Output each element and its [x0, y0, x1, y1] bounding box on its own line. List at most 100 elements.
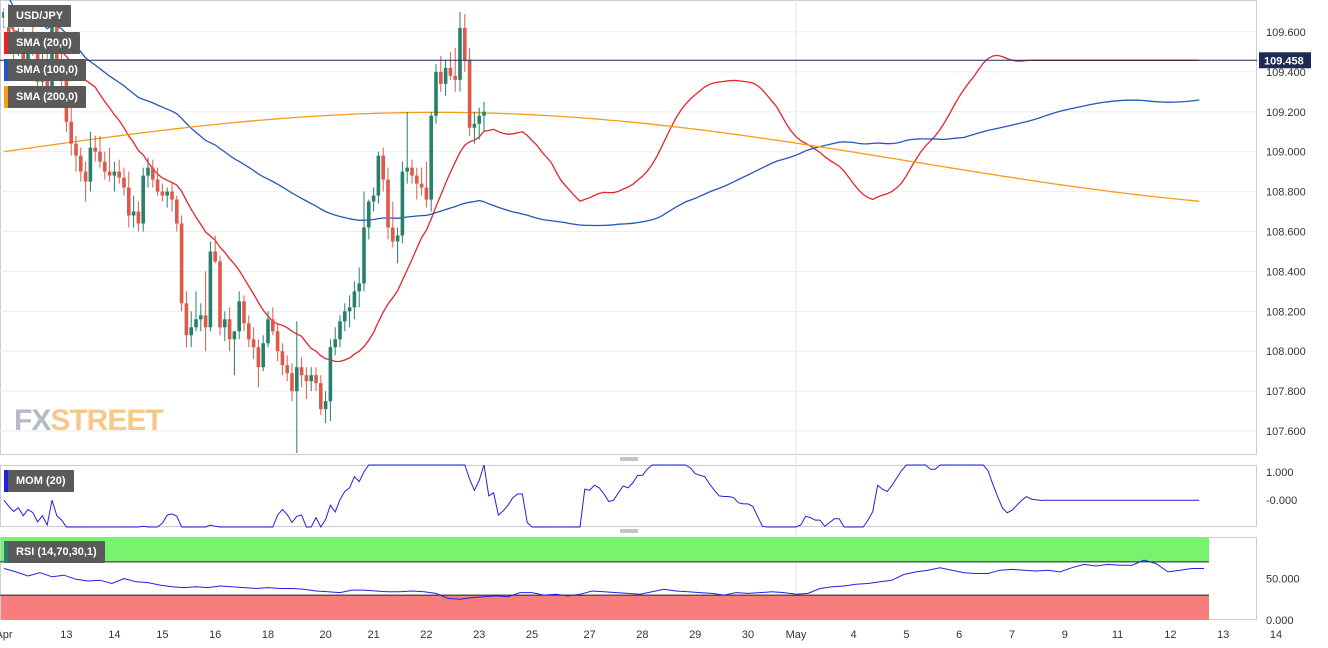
candle-body-76	[367, 201, 371, 228]
price-tick-label-6: 108.400	[1266, 266, 1306, 278]
x-tick-label-17: 5	[903, 629, 909, 641]
x-tick-label-4: 16	[209, 629, 221, 641]
x-tick-label-21: 11	[1112, 629, 1123, 641]
candle-body-49	[237, 301, 241, 332]
candle-body-69	[333, 339, 337, 348]
x-tick-label-22: 12	[1164, 629, 1176, 641]
sma20-line	[3, 11, 1200, 363]
price-tick-label-10: 107.600	[1266, 426, 1306, 438]
candle-body-43	[208, 251, 213, 328]
symbol-legend-marker	[4, 5, 8, 27]
candle-body-83	[400, 171, 405, 236]
candle-body-68	[328, 347, 333, 402]
candle-body-31	[151, 167, 155, 180]
candle-body-40	[194, 319, 198, 328]
candle-body-65	[314, 375, 318, 384]
candle-body-72	[347, 307, 352, 312]
candle-body-41	[199, 315, 203, 320]
rsi-label: RSI (14,70,30,1)	[16, 546, 97, 558]
sma100-legend-marker	[4, 59, 8, 81]
candle-body-34	[165, 191, 169, 196]
candle-body-59	[285, 365, 289, 374]
price-tick-label-1: 109.400	[1266, 67, 1306, 79]
candle-body-38	[184, 303, 189, 336]
x-tick-label-15: May	[786, 629, 807, 641]
candle-body-93	[448, 67, 453, 76]
candle-body-39	[189, 327, 193, 336]
rsi-tick-label-0: 50.000	[1266, 574, 1300, 586]
candle-body-16	[79, 155, 83, 172]
price-tick-label-0: 109.600	[1266, 27, 1306, 39]
candle-body-18	[88, 147, 93, 182]
candle-body-50	[242, 301, 246, 324]
candle-body-58	[280, 351, 285, 366]
price-tick-label-3: 109.000	[1266, 147, 1306, 159]
candle-body-66	[319, 383, 323, 410]
candle-body-79	[381, 155, 385, 180]
candle-body-42	[203, 315, 208, 328]
price-tick-label-2: 109.200	[1266, 107, 1306, 119]
candle-body-63	[304, 375, 309, 382]
candle-body-21	[103, 161, 107, 172]
current-price-label: 109.458	[1264, 55, 1304, 67]
candle-body-52	[251, 339, 256, 348]
candle-body-95	[458, 27, 462, 80]
x-tick-label-23: 13	[1217, 629, 1229, 641]
candle-body-47	[227, 319, 232, 340]
candle-body-92	[443, 67, 448, 84]
x-tick-label-0: Apr	[0, 629, 13, 641]
x-tick-label-13: 29	[689, 629, 701, 641]
sma20-legend[interactable]: SMA (20,0)	[4, 32, 80, 54]
x-tick-label-1: 13	[60, 629, 72, 641]
price-tick-label-4: 108.800	[1266, 187, 1306, 199]
candle-body-26	[127, 187, 131, 216]
candle-body-56	[271, 319, 275, 332]
candle-body-37	[179, 223, 184, 304]
mom-legend[interactable]: MOM (20)	[4, 470, 74, 492]
x-tick-label-16: 4	[851, 629, 857, 641]
sma20-legend-marker	[4, 32, 8, 54]
rsi-legend[interactable]: RSI (14,70,30,1)	[4, 541, 105, 563]
logo-fx: FX	[14, 404, 51, 437]
candle-body-29	[141, 175, 145, 224]
fxstreet-logo: FXSTREET	[14, 404, 164, 438]
candle-body-27	[131, 211, 136, 216]
candle-body-74	[357, 283, 361, 292]
x-tick-label-20: 9	[1062, 629, 1068, 641]
candle-body-70	[338, 321, 342, 340]
x-tick-label-18: 6	[956, 629, 962, 641]
candle-body-48	[232, 331, 237, 340]
candle-body-23	[112, 171, 117, 176]
candle-body-32	[155, 179, 160, 192]
candle-body-88	[424, 187, 429, 200]
candle-body-75	[362, 227, 366, 284]
candle-body-17	[83, 171, 88, 182]
x-tick-label-19: 7	[1009, 629, 1015, 641]
rsi-line	[3, 559, 1204, 600]
rsi-tick-label-1: 0.000	[1266, 615, 1294, 627]
candle-body-91	[439, 71, 443, 84]
x-tick-label-11: 27	[583, 629, 595, 641]
candle-body-20	[98, 151, 102, 162]
x-tick-label-10: 25	[526, 629, 538, 641]
candle-body-36	[175, 199, 179, 224]
candle-body-89	[429, 115, 433, 200]
candle-body-51	[247, 323, 251, 340]
sma100-legend[interactable]: SMA (100,0)	[4, 59, 86, 81]
candle-body-61	[295, 367, 299, 392]
sma200-legend[interactable]: SMA (200,0)	[4, 86, 86, 108]
mom-line	[3, 464, 1200, 529]
rsi-overbought-zone	[1, 537, 1209, 562]
candle-body-81	[391, 227, 395, 242]
x-tick-label-5: 18	[262, 629, 274, 641]
candle-body-71	[343, 311, 347, 322]
candle-body-64	[309, 375, 313, 382]
logo-street: STREET	[50, 404, 163, 437]
candle-body-15	[74, 143, 78, 156]
mom-tick-label-1: -0.000	[1266, 495, 1297, 507]
sma20-label: SMA (20,0)	[16, 37, 72, 49]
x-tick-label-9: 23	[473, 629, 485, 641]
price-tick-label-5: 108.600	[1266, 226, 1306, 238]
candle-body-55	[266, 319, 270, 344]
